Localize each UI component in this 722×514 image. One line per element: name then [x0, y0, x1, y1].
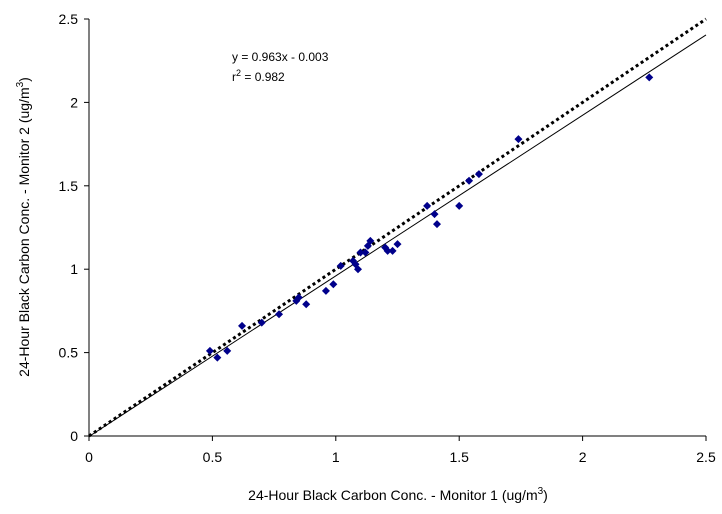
data-point: [223, 346, 232, 355]
data-point: [465, 176, 474, 185]
data-point: [356, 248, 365, 257]
y-tick-label: 0: [70, 428, 78, 444]
data-point: [514, 135, 523, 144]
data-point: [213, 353, 222, 362]
data-point: [645, 73, 654, 82]
data-point: [361, 248, 370, 257]
data-point: [321, 286, 330, 295]
data-point: [336, 261, 345, 270]
r-squared-label: r2 = 0.982: [232, 68, 285, 84]
data-point: [275, 310, 284, 319]
annotations: y = 0.963x - 0.003 r2 = 0.982: [232, 50, 329, 84]
x-axis-title: 24-Hour Black Carbon Conc. - Monitor 1 (…: [248, 486, 548, 503]
axes: 0 0.5 1 1.5 2 2.5 0 0.5 1 1.5 2 2.5: [59, 11, 716, 465]
data-point: [205, 346, 214, 355]
data-point: [455, 201, 464, 210]
data-point: [294, 293, 303, 302]
y-axis-title: 24-Hour Black Carbon Conc. - Monitor 2 (…: [15, 77, 32, 377]
data-point: [354, 265, 363, 274]
data-point: [329, 280, 338, 289]
x-tick-label: 2: [579, 449, 587, 465]
regression-line: [88, 34, 707, 437]
x-tick-label: 0.5: [203, 449, 223, 465]
data-point: [432, 220, 441, 229]
data-point: [383, 246, 392, 255]
one-to-one-line: [88, 17, 707, 438]
x-tick-label: 1: [332, 449, 340, 465]
data-point: [257, 318, 266, 327]
data-point: [423, 201, 432, 210]
x-tick-label: 1.5: [449, 449, 469, 465]
x-tick-label: 2.5: [696, 449, 716, 465]
data-points: [205, 73, 654, 362]
data-point: [474, 170, 483, 179]
regression-equation: y = 0.963x - 0.003: [232, 50, 329, 64]
x-tick-label: 0: [85, 449, 93, 465]
data-point: [366, 236, 375, 245]
data-point: [430, 210, 439, 219]
y-tick-label: 1.5: [59, 178, 79, 194]
y-tick-label: 0.5: [59, 345, 79, 361]
data-point: [238, 321, 247, 330]
data-point: [393, 240, 402, 249]
y-tick-label: 2: [70, 94, 78, 110]
y-tick-label: 1: [70, 261, 78, 277]
y-tick-label: 2.5: [59, 11, 79, 27]
fit-lines: [88, 17, 707, 438]
data-point: [302, 300, 311, 309]
data-point: [388, 246, 397, 255]
